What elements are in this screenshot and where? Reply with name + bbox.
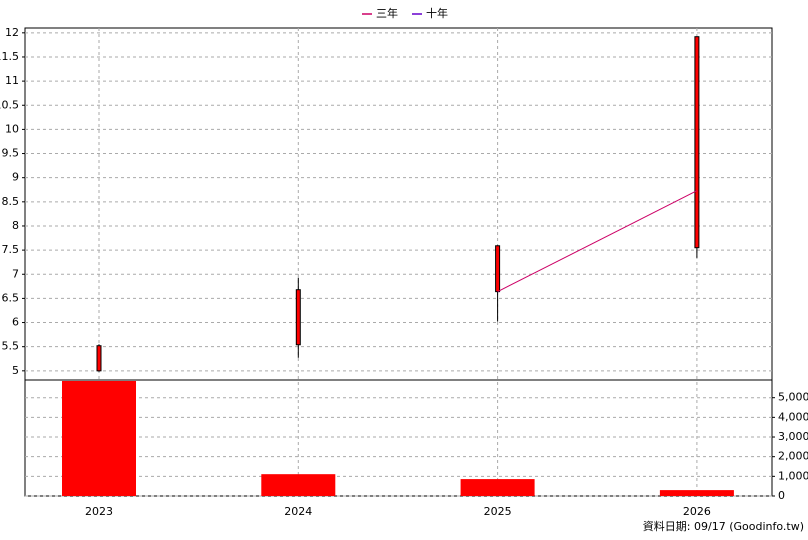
- volume-bar: [659, 490, 734, 496]
- footer: 資料日期: 09/17 (Goodinfo.tw): [643, 519, 804, 533]
- y2-tick-label: 1,000: [778, 469, 808, 482]
- y-tick-label: 11: [5, 74, 19, 87]
- y2-tick-label: 4,000: [778, 410, 808, 423]
- y-tick-label: 9.5: [2, 147, 20, 160]
- x-tick-label: 2025: [484, 505, 512, 518]
- y-tick-label: 12: [5, 26, 19, 39]
- y-tick-label: 10: [5, 122, 19, 135]
- candle-body: [495, 245, 501, 293]
- y2-tick-label: 0: [778, 489, 785, 502]
- candle-body: [694, 36, 700, 249]
- y-tick-label: 8: [12, 219, 19, 232]
- y-tick-label: 11.5: [0, 50, 19, 63]
- y2-tick-label: 3,000: [778, 430, 808, 443]
- plot-frame: [24, 27, 773, 497]
- y-tick-label: 8.5: [2, 195, 20, 208]
- y-tick-label: 6.5: [2, 291, 20, 304]
- legend-label: 三年: [376, 6, 398, 20]
- candle-body: [96, 345, 102, 372]
- y-tick-label: 5: [12, 364, 19, 377]
- y-tick-label: 7: [12, 267, 19, 280]
- candle-body: [295, 289, 301, 346]
- legend-label: 十年: [426, 6, 448, 20]
- y2-tick-label: 5,000: [778, 391, 808, 404]
- y-tick-label: 6: [12, 316, 19, 329]
- volume-bar: [460, 479, 535, 496]
- y-tick-label: 5.5: [2, 340, 20, 353]
- y-tick-label: 9: [12, 171, 19, 184]
- x-tick-label: 2026: [683, 505, 711, 518]
- y-tick-label: 10.5: [0, 98, 19, 111]
- x-tick-label: 2023: [85, 505, 113, 518]
- volume-bar: [62, 380, 136, 496]
- x-tick-label: 2024: [284, 505, 312, 518]
- volume-bar: [261, 474, 336, 496]
- y2-tick-label: 2,000: [778, 450, 808, 463]
- line-series: [497, 190, 698, 293]
- y-tick-label: 7.5: [2, 243, 20, 256]
